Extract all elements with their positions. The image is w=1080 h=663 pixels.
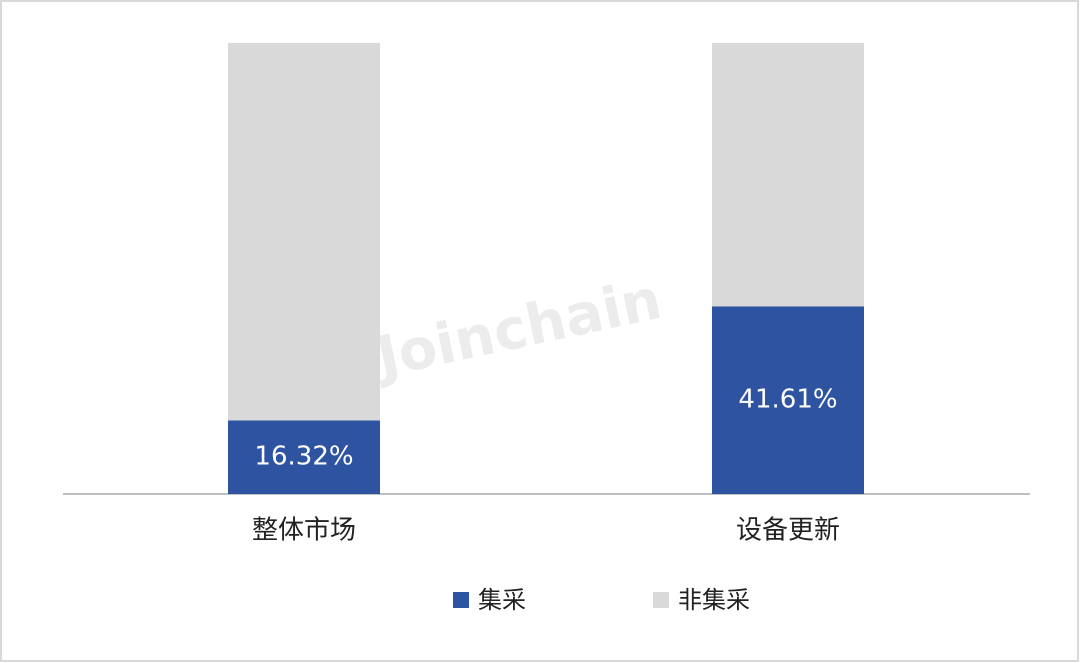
x-tick-label: 整体市场 (252, 516, 356, 546)
legend-swatch (653, 592, 669, 608)
bar-segment (712, 306, 864, 494)
data-label: 16.32% (254, 442, 353, 472)
x-tick-label: 设备更新 (736, 516, 840, 546)
bar-segment (228, 43, 380, 421)
legend-label: 非集采 (678, 586, 750, 614)
bar-segment (712, 43, 864, 307)
legend-swatch (453, 592, 469, 608)
data-label: 41.61% (738, 385, 837, 415)
bar-segment (228, 420, 380, 494)
legend-label: 集采 (478, 586, 526, 614)
